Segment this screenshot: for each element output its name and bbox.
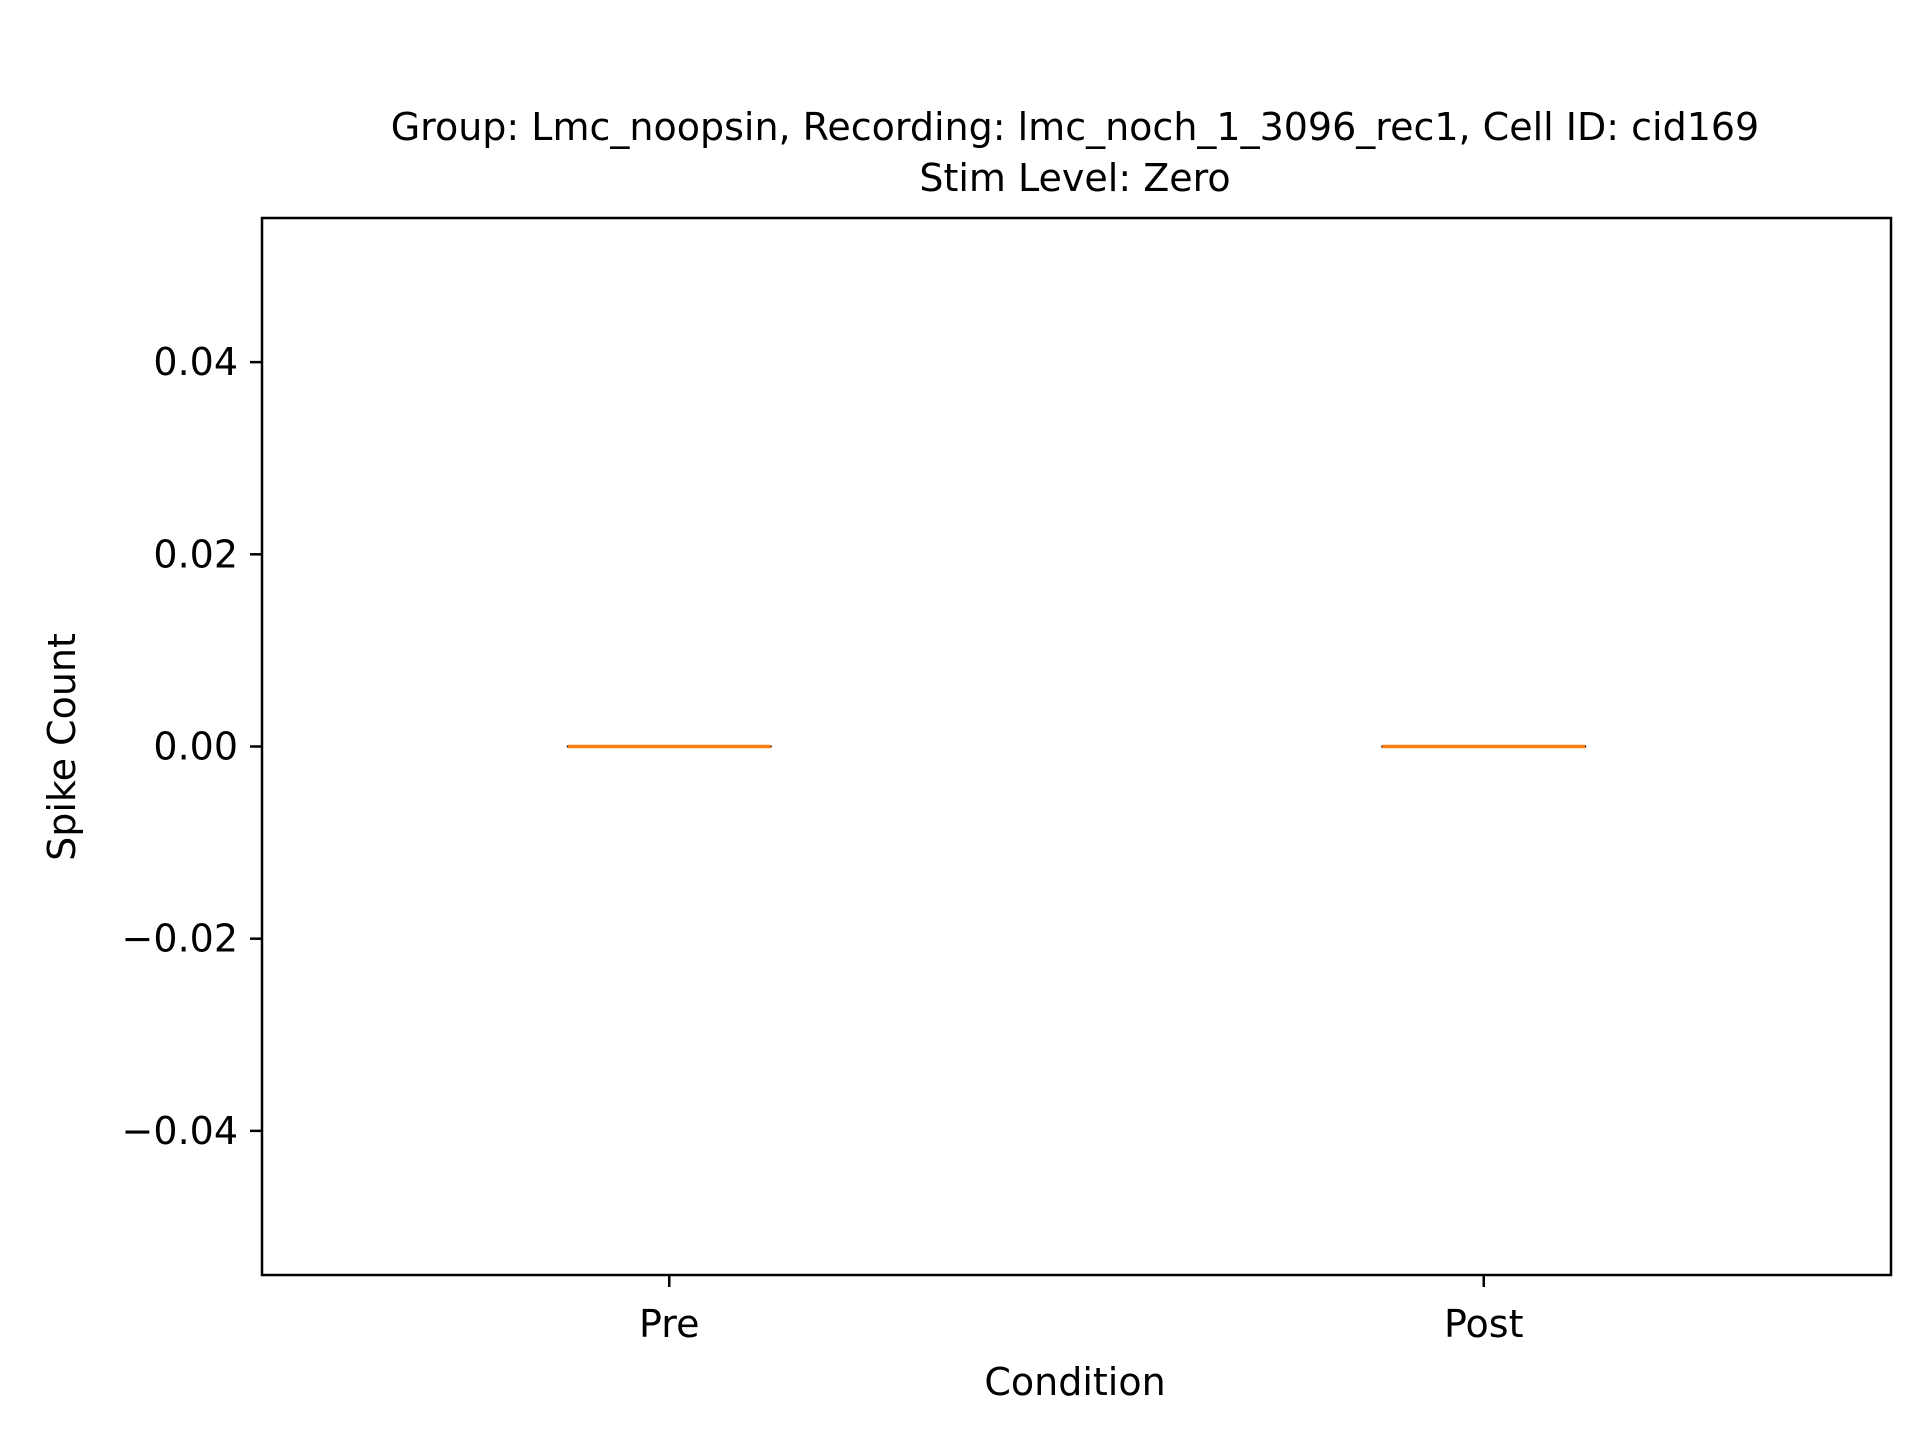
y-tick-label: 0.04 — [153, 340, 238, 384]
axes-frame — [260, 216, 1893, 1277]
y-tick-label: −0.02 — [122, 917, 238, 961]
chart-subtitle: Stim Level: Zero — [919, 156, 1230, 200]
y-axis: −0.04 −0.02 0.00 0.02 0.04 — [122, 340, 262, 1153]
y-tick-label: 0.02 — [153, 532, 238, 576]
chart-title: Group: Lmc_noopsin, Recording: lmc_noch_… — [391, 105, 1760, 149]
x-tick-label: Post — [1444, 1302, 1524, 1346]
x-axis: Pre Post — [639, 1275, 1524, 1346]
x-axis-label: Condition — [984, 1360, 1165, 1404]
y-tick-label: −0.04 — [122, 1109, 238, 1153]
y-tick-label: 0.00 — [153, 725, 238, 769]
x-tick-label: Pre — [639, 1302, 699, 1346]
y-axis-label: Spike Count — [40, 633, 84, 861]
